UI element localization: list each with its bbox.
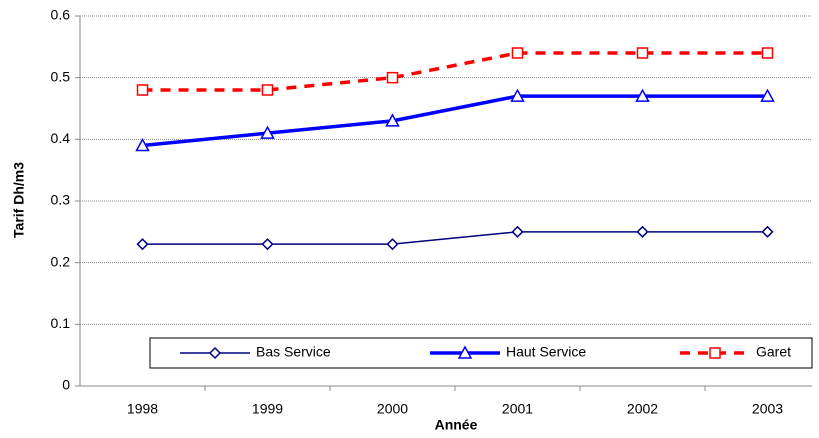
y-tick-label: 0.1 [51, 315, 71, 331]
x-axis-label: Année [435, 417, 478, 433]
marker [208, 346, 222, 360]
marker [510, 88, 525, 102]
x-tick-label: 2003 [752, 401, 783, 417]
x-tick-label: 2000 [377, 401, 408, 417]
legend-label: Garet [756, 344, 791, 360]
marker [457, 345, 473, 359]
marker [511, 225, 524, 238]
x-tick-label: 2001 [502, 401, 533, 417]
legend-label: Haut Service [506, 344, 586, 360]
y-tick-label: 0.3 [51, 192, 71, 208]
y-tick-label: 0 [62, 377, 70, 393]
marker [709, 347, 721, 359]
y-tick-label: 0.2 [51, 253, 71, 269]
marker [136, 84, 149, 96]
y-tick-label: 0.4 [51, 130, 71, 146]
marker [386, 71, 399, 84]
marker [761, 47, 774, 59]
marker [261, 84, 274, 96]
series-line [142, 231, 768, 245]
marker [135, 137, 150, 152]
marker [760, 88, 775, 102]
y-axis-label: Tarif Dh/m3 [11, 162, 27, 238]
series-line [142, 94, 768, 148]
marker [261, 238, 274, 251]
y-tick-label: 0.6 [51, 7, 71, 23]
marker [386, 238, 399, 251]
series-line [142, 51, 768, 92]
marker [136, 238, 149, 251]
marker [385, 113, 400, 127]
marker [511, 47, 524, 59]
marker [635, 88, 650, 102]
legend-label: Bas Service [256, 344, 331, 360]
marker [761, 225, 774, 238]
marker [636, 47, 649, 59]
x-tick-label: 2002 [627, 401, 658, 417]
x-tick-label: 1999 [252, 401, 283, 417]
x-tick-label: 1998 [127, 401, 158, 417]
y-tick-label: 0.5 [51, 68, 71, 84]
marker [636, 225, 649, 238]
marker [260, 125, 275, 139]
